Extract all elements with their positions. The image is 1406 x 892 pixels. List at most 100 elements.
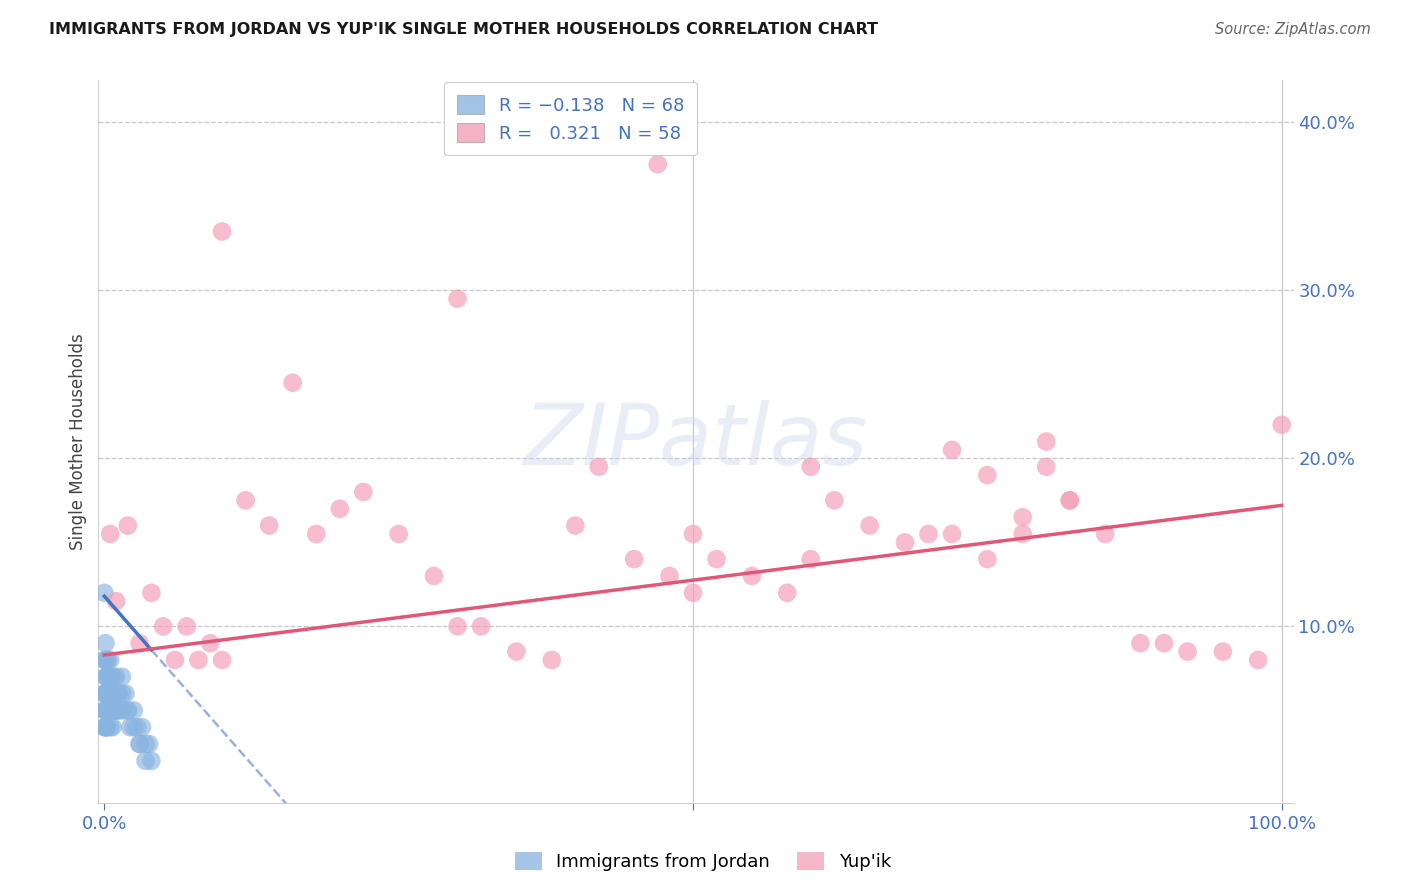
Point xyxy=(1129,636,1152,650)
Point xyxy=(96,720,118,734)
Point xyxy=(114,687,136,701)
Point xyxy=(800,459,823,474)
Point xyxy=(281,376,304,390)
Point xyxy=(187,653,209,667)
Point xyxy=(105,670,128,684)
Point xyxy=(93,720,115,734)
Point xyxy=(97,687,120,701)
Point xyxy=(93,687,115,701)
Point xyxy=(505,644,527,658)
Point xyxy=(564,518,586,533)
Point xyxy=(1212,644,1234,658)
Point xyxy=(103,703,125,717)
Point xyxy=(823,493,845,508)
Point xyxy=(98,720,121,734)
Point xyxy=(470,619,492,633)
Point xyxy=(134,754,156,768)
Point xyxy=(104,687,127,701)
Point xyxy=(211,225,233,239)
Point xyxy=(105,687,128,701)
Point xyxy=(176,619,198,633)
Point xyxy=(94,720,117,734)
Point xyxy=(138,737,160,751)
Point xyxy=(776,586,799,600)
Point xyxy=(305,527,328,541)
Point xyxy=(127,720,149,734)
Legend: Immigrants from Jordan, Yup'ik: Immigrants from Jordan, Yup'ik xyxy=(508,845,898,879)
Point xyxy=(1247,653,1270,667)
Point xyxy=(105,703,128,717)
Point xyxy=(257,518,280,533)
Text: Source: ZipAtlas.com: Source: ZipAtlas.com xyxy=(1215,22,1371,37)
Point xyxy=(94,720,117,734)
Point xyxy=(94,670,117,684)
Point xyxy=(141,754,163,768)
Point xyxy=(128,737,150,751)
Point xyxy=(105,594,128,608)
Point xyxy=(111,687,134,701)
Point xyxy=(100,703,122,717)
Point xyxy=(941,527,963,541)
Point xyxy=(446,619,468,633)
Text: ZIPatlas: ZIPatlas xyxy=(524,400,868,483)
Point xyxy=(96,720,118,734)
Point xyxy=(800,552,823,566)
Point xyxy=(588,459,610,474)
Point xyxy=(93,586,115,600)
Point xyxy=(423,569,446,583)
Point xyxy=(117,703,139,717)
Point xyxy=(98,527,121,541)
Point xyxy=(917,527,939,541)
Point xyxy=(1059,493,1081,508)
Point xyxy=(94,703,117,717)
Point xyxy=(112,703,135,717)
Point xyxy=(98,703,121,717)
Point xyxy=(976,468,998,483)
Point xyxy=(682,527,704,541)
Point xyxy=(976,552,998,566)
Point xyxy=(235,493,257,508)
Point xyxy=(101,687,124,701)
Point xyxy=(1177,644,1199,658)
Point xyxy=(122,703,145,717)
Point xyxy=(101,720,124,734)
Point xyxy=(96,670,118,684)
Point xyxy=(94,653,117,667)
Point xyxy=(647,157,669,171)
Point xyxy=(388,527,411,541)
Point xyxy=(128,737,150,751)
Point xyxy=(120,720,142,734)
Point xyxy=(859,518,882,533)
Point xyxy=(97,670,120,684)
Point xyxy=(1035,434,1057,449)
Point xyxy=(94,687,117,701)
Point xyxy=(96,687,118,701)
Point xyxy=(105,703,128,717)
Point xyxy=(941,442,963,457)
Point xyxy=(98,670,121,684)
Point xyxy=(352,485,374,500)
Point xyxy=(141,586,163,600)
Point xyxy=(122,720,145,734)
Point xyxy=(97,687,120,701)
Point xyxy=(108,703,131,717)
Point xyxy=(163,653,186,667)
Point xyxy=(1035,459,1057,474)
Point xyxy=(128,636,150,650)
Point xyxy=(211,653,233,667)
Point xyxy=(117,703,139,717)
Point xyxy=(100,687,122,701)
Point xyxy=(682,586,704,600)
Point xyxy=(131,720,153,734)
Point xyxy=(103,687,125,701)
Point xyxy=(103,670,125,684)
Point xyxy=(93,653,115,667)
Point xyxy=(107,687,129,701)
Point xyxy=(98,687,121,701)
Point xyxy=(96,687,118,701)
Point xyxy=(134,737,156,751)
Point xyxy=(96,703,118,717)
Point xyxy=(98,670,121,684)
Point xyxy=(623,552,645,566)
Y-axis label: Single Mother Households: Single Mother Households xyxy=(69,334,87,549)
